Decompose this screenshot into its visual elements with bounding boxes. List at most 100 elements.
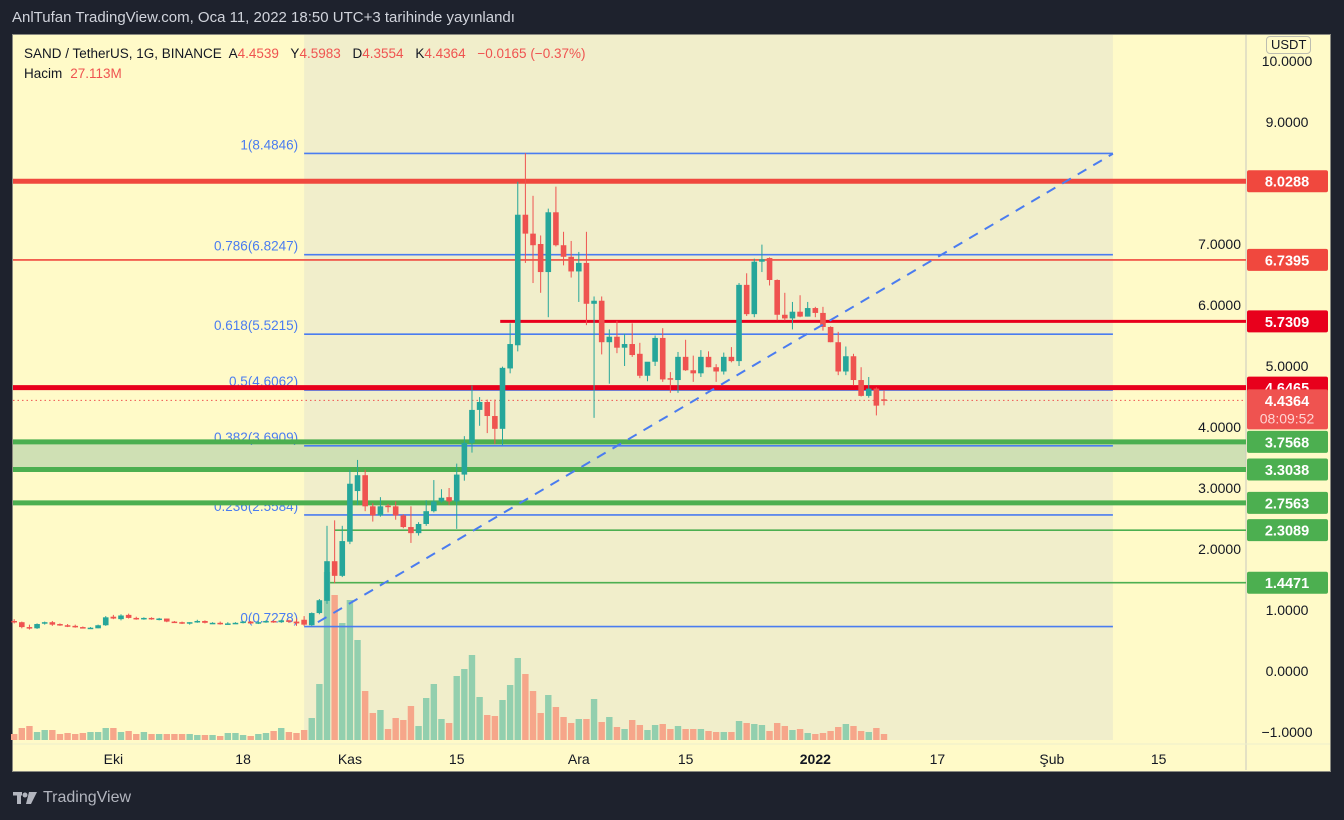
volume-bar bbox=[94, 732, 102, 740]
candle-body bbox=[11, 620, 17, 623]
candle-body bbox=[286, 620, 292, 622]
volume-bar bbox=[865, 732, 872, 740]
volume-bar bbox=[117, 732, 125, 740]
volume-bar bbox=[293, 733, 300, 740]
fib-level-label: 0.618(5.5215) bbox=[214, 318, 298, 333]
trend-line bbox=[317, 152, 1114, 624]
level-price-badge bbox=[1247, 310, 1328, 333]
level-price-label: 2.3089 bbox=[1265, 524, 1309, 540]
candle-body bbox=[637, 353, 643, 376]
candle-body bbox=[835, 342, 842, 372]
candle-body bbox=[469, 409, 475, 443]
volume-bar bbox=[445, 723, 453, 740]
candle-body bbox=[881, 399, 887, 401]
volume-bar bbox=[674, 726, 682, 740]
volume-label[interactable]: Hacim bbox=[24, 66, 63, 81]
volume-bar bbox=[407, 706, 415, 740]
open-value: 4.4539 bbox=[237, 46, 279, 61]
candle-body bbox=[64, 625, 71, 627]
volume-bar bbox=[690, 729, 697, 740]
volume-bar bbox=[476, 697, 483, 740]
candle-body bbox=[804, 308, 811, 317]
volume-bar bbox=[201, 735, 209, 740]
volume-bar bbox=[720, 732, 727, 740]
candle-body bbox=[95, 625, 101, 629]
volume-bar bbox=[567, 723, 575, 740]
candle-body bbox=[87, 627, 94, 630]
ohlc-legend: SAND / TetherUS, 1G, BINANCE A4.4539 Y4.… bbox=[24, 46, 593, 61]
volume-bar bbox=[354, 640, 361, 740]
candle-body bbox=[125, 614, 132, 618]
volume-bar bbox=[224, 733, 232, 740]
volume-bar bbox=[102, 728, 109, 740]
volume-bar bbox=[125, 731, 132, 740]
candle-body bbox=[530, 233, 536, 246]
volume-bar bbox=[773, 723, 781, 740]
volume-bar bbox=[316, 684, 323, 740]
candle-body bbox=[354, 475, 361, 492]
candle-body bbox=[560, 245, 567, 257]
candle-body bbox=[591, 300, 597, 304]
volume-bar bbox=[804, 733, 811, 740]
candle-body bbox=[80, 627, 86, 629]
price-axis-tick: 7.0000 bbox=[1198, 236, 1241, 252]
candle-body bbox=[568, 256, 574, 272]
volume-bar bbox=[155, 734, 163, 740]
candle-body bbox=[110, 616, 117, 619]
candle-body bbox=[576, 262, 582, 272]
candle-body bbox=[850, 356, 857, 381]
fib-level-label: 0.786(6.8247) bbox=[214, 239, 298, 254]
candle-body bbox=[751, 261, 758, 315]
fib-level-label: 1(8.4846) bbox=[240, 137, 298, 152]
volume-bar bbox=[72, 734, 79, 740]
candle-body bbox=[461, 442, 468, 475]
volume-bar bbox=[148, 734, 155, 740]
candle-body bbox=[545, 212, 552, 273]
candle-body bbox=[278, 620, 285, 623]
level-price-label: 8.0288 bbox=[1265, 175, 1309, 191]
candle-body bbox=[522, 214, 529, 234]
volume-bar bbox=[26, 726, 33, 740]
volume-bar bbox=[461, 669, 468, 740]
candle-body bbox=[598, 300, 605, 343]
volume-bar bbox=[873, 728, 880, 740]
volume-bar bbox=[743, 723, 750, 740]
time-axis-tick: Kas bbox=[338, 751, 362, 767]
candle-body bbox=[377, 506, 384, 516]
candle-body bbox=[537, 244, 544, 273]
symbol-title[interactable]: SAND / TetherUS, 1G, BINANCE bbox=[24, 46, 222, 61]
candle-body bbox=[614, 336, 620, 348]
volume-bar bbox=[728, 732, 735, 740]
candle-body bbox=[507, 344, 513, 369]
volume-bar bbox=[575, 719, 582, 740]
last-price-label: 4.4364 bbox=[1265, 394, 1309, 410]
volume-bar bbox=[812, 734, 819, 740]
currency-button[interactable]: USDT bbox=[1266, 36, 1312, 54]
close-label: K bbox=[415, 46, 425, 61]
candle-body bbox=[209, 622, 216, 625]
volume-bar bbox=[300, 730, 308, 740]
volume-bar bbox=[377, 710, 384, 740]
candle-body bbox=[843, 356, 849, 372]
candle-body bbox=[446, 497, 452, 502]
level-price-label: 1.4471 bbox=[1265, 576, 1309, 592]
candle-body bbox=[362, 475, 368, 507]
volume-bar bbox=[484, 715, 491, 740]
level-price-badge bbox=[1247, 491, 1328, 514]
volume-bar bbox=[751, 724, 758, 740]
volume-bar bbox=[392, 718, 399, 740]
candle-body bbox=[766, 258, 773, 280]
volume-bar bbox=[796, 729, 804, 740]
volume-bar bbox=[33, 732, 41, 740]
volume-bar bbox=[270, 731, 277, 740]
volume-bar bbox=[697, 729, 705, 740]
volume-bar bbox=[369, 713, 376, 740]
volume-bar bbox=[430, 684, 438, 740]
candle-body bbox=[118, 615, 124, 620]
candle-body bbox=[659, 337, 666, 380]
candle-body bbox=[369, 506, 376, 516]
candle-body bbox=[675, 356, 681, 381]
candle-body bbox=[583, 262, 590, 304]
candle-body bbox=[774, 279, 780, 315]
